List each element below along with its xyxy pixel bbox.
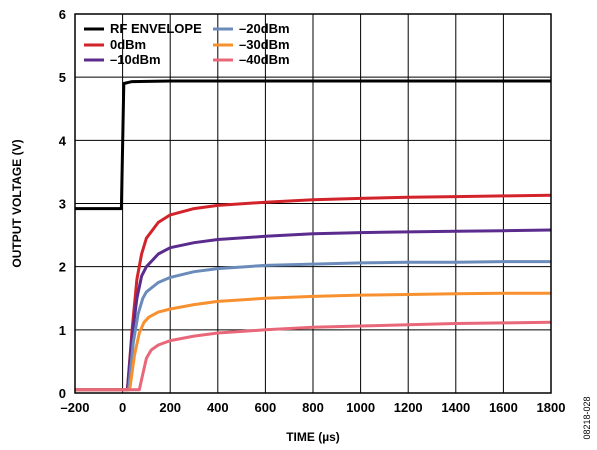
y-tick-labels: 0 1 2 3 4 5 6 <box>59 7 67 401</box>
grid-lines <box>75 14 551 393</box>
y-tick-label: 6 <box>59 7 66 22</box>
x-tick-label: 1200 <box>394 400 423 415</box>
y-tick-label: 4 <box>59 133 67 148</box>
x-tick-label: 1000 <box>346 400 375 415</box>
x-tick-label: –200 <box>61 400 90 415</box>
x-tick-labels: –200 0 200 400 600 800 1000 1200 1400 1600 1800 <box>61 400 566 415</box>
x-tick-label: 0 <box>119 400 126 415</box>
x-axis-label: TIME (µs) <box>286 430 340 444</box>
y-axis-label: OUTPUT VOLTAGE (V) <box>10 139 24 267</box>
legend-label: –40dBm <box>239 52 290 67</box>
series-line <box>75 260 551 392</box>
plot-frame <box>74 13 552 394</box>
x-tick-label: 200 <box>159 400 181 415</box>
x-tick-label: 1600 <box>489 400 518 415</box>
x-tick-label: 1400 <box>441 400 470 415</box>
series-line <box>75 291 551 392</box>
legend-label: 0dBm <box>110 37 146 52</box>
x-tick-label: 1800 <box>537 400 566 415</box>
legend-label: RF ENVELOPE <box>110 21 202 36</box>
x-tick-label: 800 <box>302 400 324 415</box>
legend-label: –10dBm <box>110 52 161 67</box>
y-tick-label: 5 <box>59 70 66 85</box>
series-line <box>75 79 551 211</box>
y-tick-label: 2 <box>59 260 66 275</box>
y-tick-label: 3 <box>59 197 66 212</box>
legend-label: –20dBm <box>239 21 290 36</box>
figure-id: 08218-028 <box>582 396 592 439</box>
x-tick-label: 400 <box>207 400 229 415</box>
series-line <box>75 228 552 392</box>
series-line <box>75 193 552 392</box>
x-tick-label: 600 <box>255 400 277 415</box>
y-tick-label: 0 <box>59 386 66 401</box>
y-tick-label: 1 <box>59 323 66 338</box>
series-lines <box>75 79 552 392</box>
legend-label: –30dBm <box>239 37 290 52</box>
series-line <box>75 320 552 392</box>
